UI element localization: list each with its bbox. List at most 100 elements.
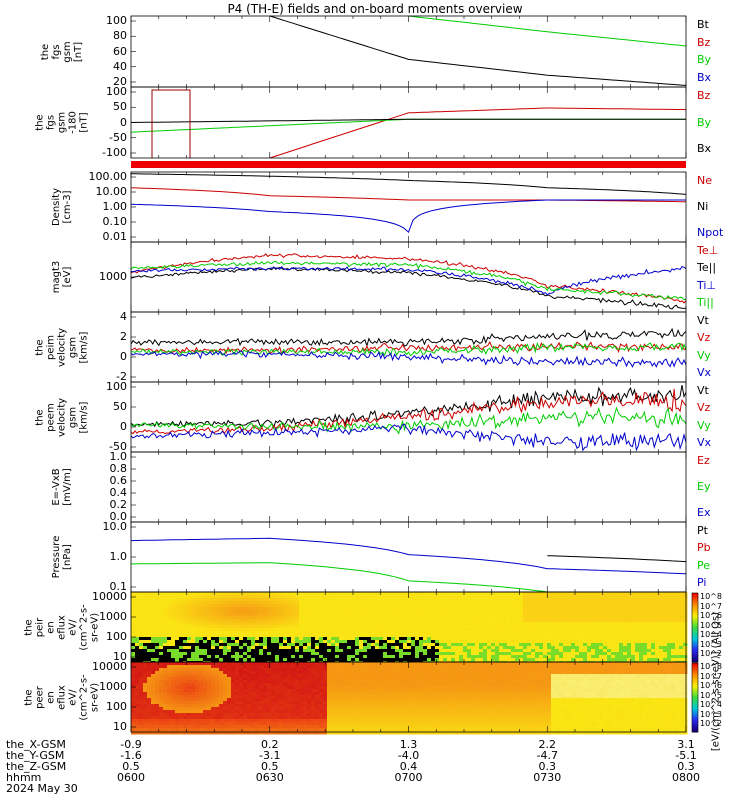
y-tick-label: 4 (120, 310, 127, 323)
legend-Ti||: Ti|| (697, 296, 714, 309)
panel-5-series (130, 385, 687, 452)
y-tick-label: 0.6 (109, 474, 128, 487)
legend-Bx: Bx (697, 142, 712, 155)
series-Bx (130, 118, 686, 123)
legend-By: By (697, 115, 712, 129)
series-Ni (130, 173, 687, 195)
y-tick-label: 100 (106, 630, 127, 643)
legend-Vy: Vy (697, 348, 711, 362)
y-tick-label: 10.0 (102, 520, 128, 533)
legend-Ti⊥: Ti⊥ (697, 278, 717, 292)
y-tick-label: 10 (113, 720, 127, 733)
panel-frame (130, 86, 687, 159)
y-tick-label: 100.00 (88, 170, 128, 183)
x-tick-label: -4.7 (536, 749, 558, 762)
electron-colorbar (691, 662, 699, 733)
legend-Ni: Ni (697, 200, 709, 213)
legend-Te⊥: Te⊥ (697, 244, 719, 257)
legend-Te||: Te|| (697, 261, 717, 275)
series-Vt (130, 327, 687, 348)
legend-Pb: Pb (697, 541, 711, 555)
y-tick-label: 40 (113, 59, 127, 73)
series-Pi (130, 537, 687, 575)
legend-By: By (697, 53, 712, 67)
series-Bx (269, 15, 687, 86)
series-Vx (130, 423, 687, 452)
colorbar-tick-label: 10^6 (700, 681, 722, 690)
x-tick-label: 2.2 (538, 738, 557, 751)
x-tick-label: -0.9 (120, 738, 142, 751)
legend-Bz: Bz (697, 89, 711, 102)
x-tick-label: 0.2 (261, 738, 279, 751)
y-tick-label: 80 (113, 29, 127, 43)
x-tick-label: 0.3 (677, 760, 695, 773)
figure-title: P4 (TH-E) fields and on-board moments ov… (227, 2, 523, 16)
y-tick-label: 10000 (92, 590, 127, 603)
y-tick-label: 10 (113, 650, 127, 663)
legend-Ey: Ey (697, 480, 711, 493)
y-tick-label: 0.0 (109, 510, 128, 523)
x-tick-label: 3.1 (677, 738, 695, 751)
y-tick-label: 1000 (99, 270, 127, 283)
y-tick-label: -2 (116, 370, 127, 383)
legend-Vz: Vz (697, 401, 711, 415)
x-tick-label: 0630 (255, 771, 284, 784)
legend-Bx: Bx (697, 71, 712, 84)
orbit-y-label: the_Y-GSM (6, 749, 65, 762)
y-tick-label: 0 (120, 420, 127, 433)
y-tick-label: 0.2 (109, 498, 128, 511)
colorbar-unit: [eV/(cm^2-s-sr-eV)] (All Qs) (710, 611, 722, 752)
y-tick-label: 50 (113, 100, 127, 114)
x-tick-label: -5.1 (675, 749, 697, 762)
y-tick-label: -100 (102, 146, 127, 159)
x-tick-label: -1.6 (120, 749, 142, 762)
colorbar-tick-label: 10^5 (700, 690, 722, 700)
legend-Ez: Ez (697, 454, 710, 467)
x-tick-label: 1.3 (399, 738, 418, 751)
series-Bz (269, 107, 687, 159)
orbit-z-label: the_Z-GSM (6, 760, 67, 773)
x-tick-label: -4.0 (397, 749, 420, 762)
colorbar-tick-label: 10^4 (700, 630, 722, 639)
colorbar-tick-label: 10^7 (700, 671, 722, 681)
colorbar-tick-label: 10^2 (700, 719, 722, 728)
y-tick-label: 100 (106, 14, 127, 27)
series-Pt (547, 555, 687, 563)
date-label: 2024 May 30 (6, 782, 78, 795)
y-tick-label: 60 (113, 44, 127, 58)
series-Vt (130, 385, 687, 429)
x-tick-label: -3.1 (259, 749, 281, 762)
legend-Pt: Pt (697, 524, 708, 537)
x-tick-label: 0.5 (261, 760, 279, 773)
legend-Pe: Pe (697, 558, 711, 572)
panel-2-series (130, 173, 687, 234)
series-Ti⊥ (130, 265, 687, 296)
ion-spectrogram (131, 592, 688, 665)
orbit-x-label: the_X-GSM (6, 738, 66, 751)
x-tick-label: 0.3 (538, 760, 557, 773)
panel-frame (130, 521, 687, 593)
ion-colorbar (691, 592, 699, 663)
legend-Bz: Bz (697, 35, 711, 49)
legend-Vt: Vt (697, 314, 709, 327)
panel-7-series (130, 537, 687, 593)
hhmm-label: hhmm (6, 771, 42, 784)
y-tick-label: 100 (106, 85, 127, 98)
y-tick-label: 20 (113, 75, 127, 88)
y-tick-label: 0.1 (109, 580, 128, 593)
series-Vy (130, 406, 687, 435)
y-tick-label: 0.10 (102, 215, 128, 228)
legend-Bt: Bt (697, 18, 709, 31)
y-tick-label: 1.0 (109, 550, 128, 563)
series-By (408, 15, 687, 47)
bz-spike (151, 89, 191, 158)
colorbar-tick-label: 10^6 (700, 611, 722, 620)
panel-3-series (130, 253, 687, 310)
x-tick-label: 0800 (672, 771, 700, 784)
colorbar-tick-label: 10^7 (700, 601, 722, 611)
y-tick-label: -50 (109, 130, 127, 144)
y-tick-label: 0 (120, 115, 127, 129)
legend-Vy: Vy (697, 418, 711, 432)
panel-4-series (130, 327, 687, 368)
